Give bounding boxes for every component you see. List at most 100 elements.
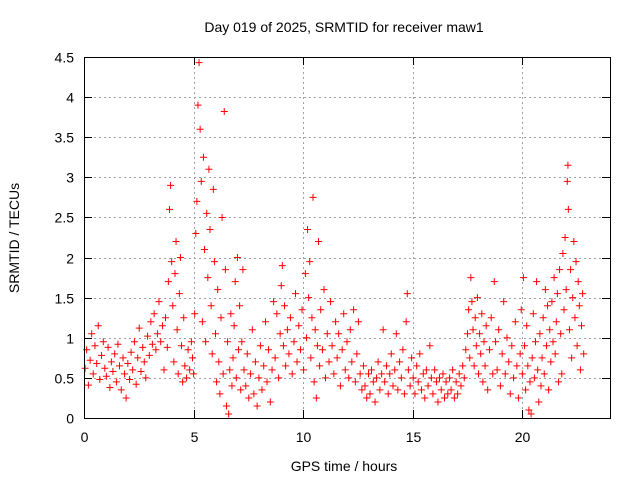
data-point xyxy=(413,362,421,370)
data-point xyxy=(168,258,176,266)
data-point xyxy=(322,374,330,382)
data-point xyxy=(98,351,106,359)
data-point xyxy=(493,366,501,374)
data-point xyxy=(184,346,192,354)
data-point xyxy=(503,334,511,342)
data-point xyxy=(178,342,186,350)
data-point xyxy=(336,382,344,390)
data-point xyxy=(278,262,286,270)
data-point xyxy=(472,342,480,350)
data-point xyxy=(429,390,437,398)
data-point xyxy=(112,378,120,386)
data-point xyxy=(142,374,150,382)
y-tick-label: 3 xyxy=(66,170,74,186)
data-point xyxy=(350,306,358,314)
data-point xyxy=(510,374,518,382)
data-point xyxy=(250,390,258,398)
data-point xyxy=(452,378,460,386)
data-point xyxy=(306,258,314,266)
data-point xyxy=(538,354,546,362)
data-point xyxy=(345,374,353,382)
data-point xyxy=(288,370,296,378)
data-point xyxy=(206,225,214,233)
data-point xyxy=(568,354,576,362)
data-point xyxy=(104,343,112,351)
grid-lines xyxy=(84,57,610,418)
data-point xyxy=(485,346,493,354)
y-tick-label: 0.5 xyxy=(55,371,75,387)
data-point xyxy=(525,406,533,414)
data-point xyxy=(409,374,417,382)
data-point xyxy=(550,274,558,282)
data-point xyxy=(239,266,247,274)
data-point xyxy=(310,378,318,386)
data-point xyxy=(479,378,487,386)
data-point xyxy=(126,375,134,383)
data-point xyxy=(318,346,326,354)
data-point xyxy=(570,238,578,246)
data-point xyxy=(176,254,184,262)
data-point xyxy=(527,410,535,418)
data-point xyxy=(506,390,514,398)
data-point xyxy=(256,342,264,350)
y-tick-label: 1 xyxy=(66,331,74,347)
data-point xyxy=(132,380,140,388)
data-point xyxy=(434,398,442,406)
data-point xyxy=(459,362,467,370)
data-point xyxy=(565,326,573,334)
data-point xyxy=(213,378,221,386)
data-point xyxy=(153,330,161,338)
y-tick-labels: 0 0.5 1 1.5 2 2.5 3 3.5 4 4.5 xyxy=(55,50,75,427)
data-point xyxy=(464,330,472,338)
data-point xyxy=(298,306,306,314)
data-point xyxy=(135,324,143,332)
data-point xyxy=(224,338,232,346)
data-point xyxy=(455,370,463,378)
data-point xyxy=(505,358,513,366)
data-point xyxy=(240,366,248,374)
data-point xyxy=(140,358,148,366)
data-point xyxy=(144,332,152,340)
data-point xyxy=(313,342,321,350)
data-point xyxy=(495,326,503,334)
data-point xyxy=(403,290,411,298)
data-point xyxy=(186,366,194,374)
data-point xyxy=(315,238,323,246)
data-point xyxy=(266,398,274,406)
data-point xyxy=(268,366,276,374)
data-point xyxy=(544,302,552,310)
data-point xyxy=(540,370,548,378)
data-point xyxy=(210,258,218,266)
data-point xyxy=(229,354,237,362)
y-axis-label: SRMTID / TECUs xyxy=(6,183,22,293)
x-tick-labels: 0 5 10 15 20 xyxy=(81,429,531,445)
data-point xyxy=(195,59,203,67)
data-point xyxy=(106,384,114,392)
data-point xyxy=(236,302,244,310)
data-point xyxy=(492,338,500,346)
data-point xyxy=(399,346,407,354)
data-point xyxy=(169,302,177,310)
data-point xyxy=(215,358,223,366)
data-point xyxy=(387,350,395,358)
data-point xyxy=(305,294,313,302)
data-point xyxy=(560,306,568,314)
data-point xyxy=(235,346,243,354)
data-point xyxy=(338,346,346,354)
data-point xyxy=(323,330,331,338)
data-point xyxy=(354,318,362,326)
data-point xyxy=(226,366,234,374)
data-point xyxy=(233,254,241,262)
data-point xyxy=(490,278,498,286)
data-point xyxy=(219,370,227,378)
data-point xyxy=(553,290,561,298)
data-point xyxy=(406,382,414,390)
data-point xyxy=(511,318,519,326)
data-point xyxy=(231,278,239,286)
data-point xyxy=(454,390,462,398)
data-point xyxy=(351,378,359,386)
data-point xyxy=(325,358,333,366)
data-point xyxy=(575,302,583,310)
data-point xyxy=(419,370,427,378)
data-point xyxy=(482,322,490,330)
